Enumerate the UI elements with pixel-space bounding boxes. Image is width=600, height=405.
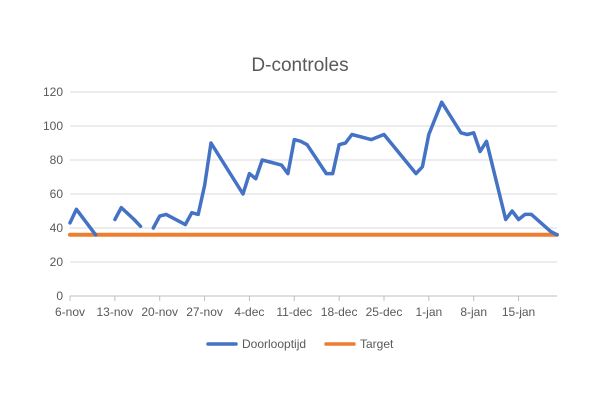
- x-tick-label: 8-jan: [460, 305, 487, 319]
- y-tick-label: 60: [50, 187, 64, 201]
- x-tick-label: 15-jan: [502, 305, 535, 319]
- x-tick-label: 27-nov: [186, 305, 223, 319]
- y-tick-label: 80: [50, 153, 64, 167]
- x-tick-label: 1-jan: [415, 305, 442, 319]
- x-tick-label: 4-dec: [234, 305, 264, 319]
- x-tick-label: 20-nov: [141, 305, 178, 319]
- x-axis: [69, 295, 557, 301]
- y-tick-label: 100: [43, 119, 63, 133]
- gridlines: [70, 91, 557, 263]
- legend-item-doorlooptijd: Doorlooptijd: [206, 337, 306, 351]
- y-tick-label: 0: [56, 289, 63, 303]
- legend: Doorlooptijd Target: [206, 337, 394, 351]
- x-tick-label: 18-dec: [321, 305, 358, 319]
- y-tick-label: 40: [50, 221, 64, 235]
- series-target: [68, 232, 559, 237]
- legend-label: Doorlooptijd: [242, 337, 306, 351]
- x-tick-label: 25-dec: [366, 305, 403, 319]
- series-doorlooptijd: [68, 100, 559, 237]
- y-axis: 0 20 40 60 80 100 120: [43, 85, 63, 303]
- legend-item-target: Target: [324, 337, 394, 351]
- chart-title: D-controles: [251, 55, 348, 76]
- x-tick-label: 13-nov: [97, 305, 134, 319]
- x-tick-label: 11-dec: [276, 305, 312, 319]
- x-tick-labels: 6-nov 13-nov 20-nov 27-nov 4-dec 11-dec 18-dec…: [55, 305, 535, 319]
- y-tick-label: 120: [43, 85, 63, 99]
- y-tick-label: 20: [50, 255, 64, 269]
- series-line-segment: [113, 205, 143, 229]
- series-line-segment: [68, 207, 98, 237]
- x-tick-label: 6-nov: [55, 305, 85, 319]
- series-line-segment: [151, 100, 559, 237]
- series-lines: [68, 100, 559, 237]
- legend-label: Target: [360, 337, 394, 351]
